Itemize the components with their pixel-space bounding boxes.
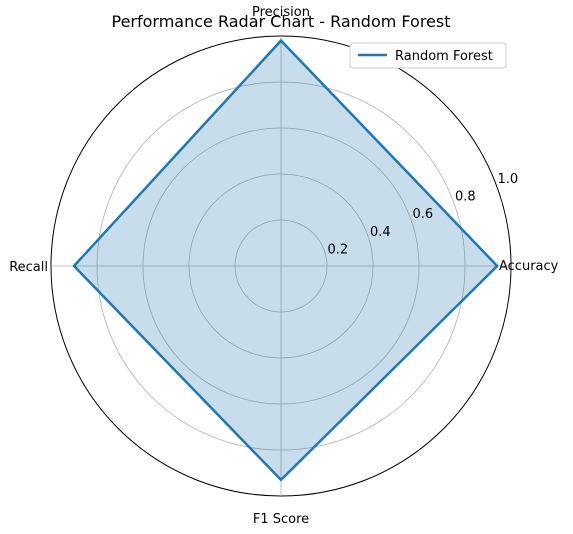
r-tick-label: 0.6 (412, 207, 433, 222)
axis-label-precision: Precision (252, 5, 310, 20)
series-fill-random-forest (74, 40, 498, 480)
legend: Random Forest (349, 42, 507, 69)
r-tick-label: 1.0 (497, 172, 518, 187)
r-tick-label: 0.2 (327, 242, 348, 257)
r-tick-label: 0.4 (370, 225, 391, 240)
angular-gridlines (51, 36, 511, 496)
axis-label-recall: Recall (9, 260, 48, 275)
chart-title: Performance Radar Chart - Random Forest (111, 12, 450, 31)
axis-label-f1-score: F1 Score (253, 512, 309, 527)
legend-label-random-forest: Random Forest (395, 49, 493, 64)
radial-tick-labels: 0.2 0.4 0.6 0.8 1.0 (327, 172, 518, 257)
series-layer (72, 38, 499, 482)
legend-box (349, 42, 507, 69)
axis-label-accuracy: Accuracy (499, 259, 559, 274)
r-tick-label: 0.8 (455, 190, 476, 205)
axis-labels: Accuracy Precision Recall F1 Score (9, 5, 558, 527)
